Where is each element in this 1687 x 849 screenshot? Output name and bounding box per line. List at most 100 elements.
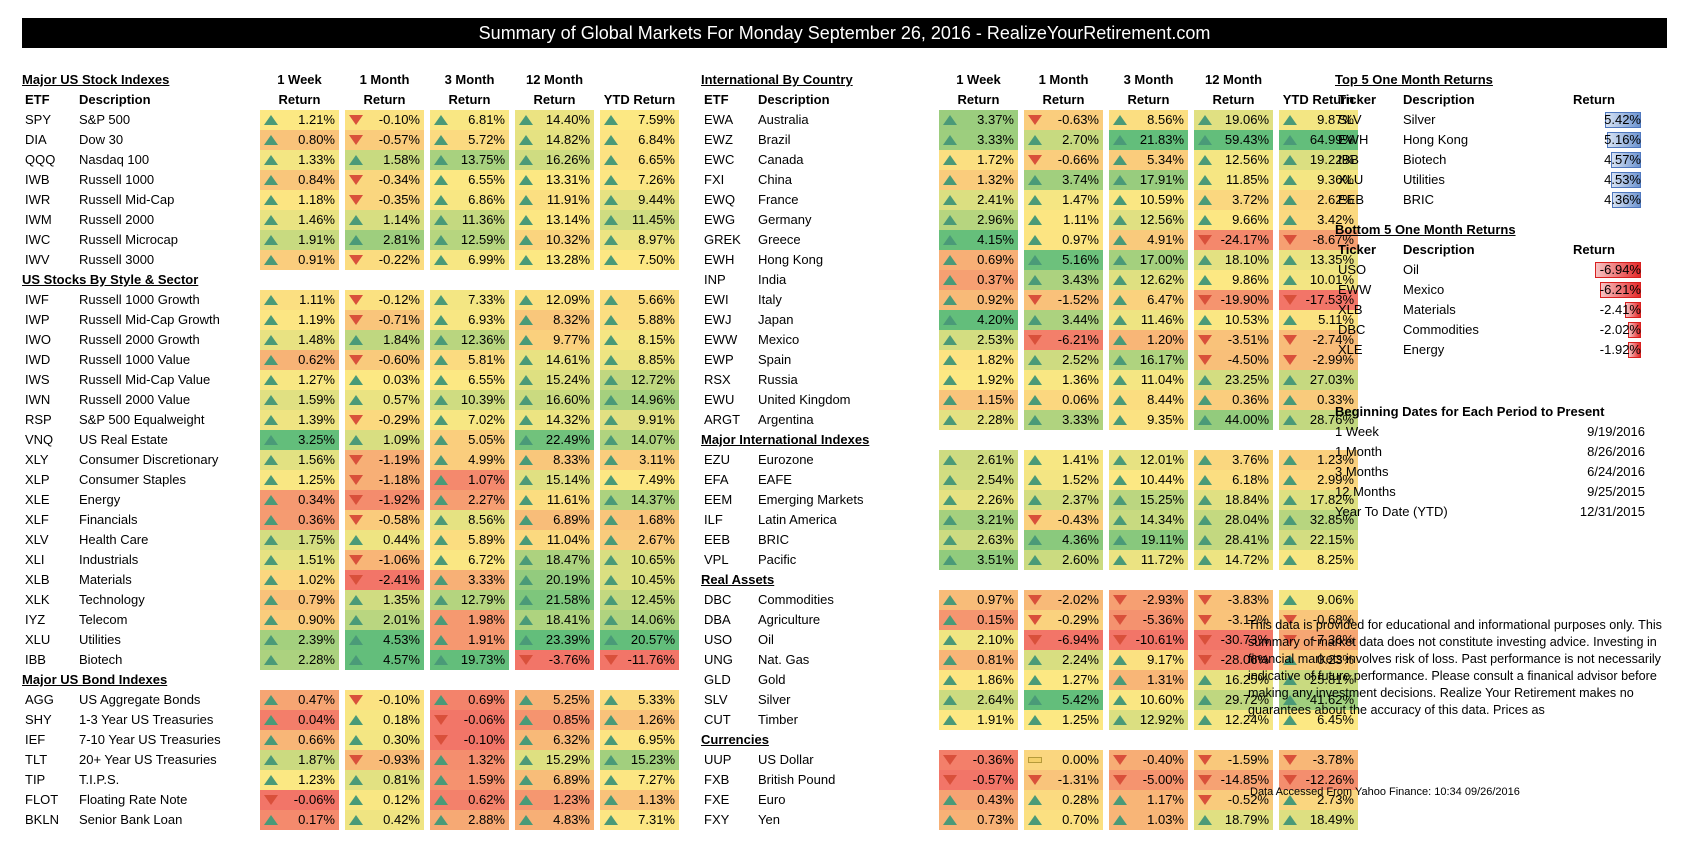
down-arrow-icon	[349, 555, 363, 565]
return-cell: 1.86%	[939, 670, 1018, 690]
return-value: -0.66%	[1057, 152, 1099, 167]
return-value: -2.02%	[1057, 592, 1099, 607]
up-arrow-icon	[434, 235, 448, 245]
down-arrow-icon	[943, 755, 957, 765]
up-arrow-icon	[604, 555, 618, 565]
return-value: 0.90%	[298, 612, 335, 627]
ticker-cell: FXE	[704, 792, 730, 807]
description-cell: China	[758, 172, 792, 187]
return-cell: 1.87%	[260, 750, 339, 770]
return-cell: 6.55%	[430, 370, 509, 390]
return-cell: 9.06%	[1279, 590, 1358, 610]
return-cell: 0.97%	[1024, 230, 1103, 250]
return-cell: 1.68%	[600, 510, 679, 530]
return-value: -0.57%	[972, 772, 1014, 787]
return-value: 1.21%	[298, 112, 335, 127]
period-date: 9/25/2015	[1587, 484, 1645, 499]
column-header: 1 Month	[1038, 72, 1089, 87]
return-cell: 1.21%	[260, 110, 339, 130]
return-cell: -0.68%	[1279, 610, 1358, 630]
up-arrow-icon	[1198, 215, 1212, 225]
return-value: 6.95%	[638, 732, 675, 747]
return-cell: -2.74%	[1279, 330, 1358, 350]
return-cell: 8.32%	[515, 310, 594, 330]
return-cell: 0.81%	[345, 770, 424, 790]
table-row: FXB British Pound -0.57% -1.31% -5.00% -14.85…	[701, 770, 1358, 790]
return-value: 23.39%	[545, 632, 590, 647]
table-row: EWP Spain 1.82% 2.52% 16.17% -4.50% -2.99%	[701, 350, 1358, 370]
up-arrow-icon	[604, 295, 618, 305]
return-cell: -0.66%	[1024, 150, 1103, 170]
return-cell: 1.19%	[260, 310, 339, 330]
return-cell: 11.85%	[1194, 170, 1273, 190]
description-cell: Russell 1000 Value	[79, 352, 191, 367]
return-cell: 5.34%	[1109, 150, 1188, 170]
up-arrow-icon	[943, 335, 957, 345]
down-arrow-icon	[604, 655, 618, 665]
section-title: Major US Bond Indexes	[22, 672, 168, 687]
up-arrow-icon	[519, 715, 533, 725]
up-arrow-icon	[1113, 695, 1127, 705]
return-cell: 2.27%	[430, 490, 509, 510]
description-cell: Spain	[758, 352, 792, 367]
return-cell: 0.90%	[260, 610, 339, 630]
return-value: 0.30%	[383, 732, 420, 747]
up-arrow-icon	[1283, 715, 1297, 725]
ticker-cell: XLE	[1338, 342, 1363, 357]
ticker-cell: IWS	[25, 372, 50, 387]
return-value: 2.62%	[1317, 192, 1354, 207]
return-value: 4.83%	[553, 812, 590, 827]
up-arrow-icon	[519, 515, 533, 525]
ticker-cell: XLB	[25, 572, 50, 587]
return-value: 19.06%	[1224, 112, 1269, 127]
return-value: 11.61%	[546, 492, 590, 507]
description-cell: Russell 3000	[79, 252, 155, 267]
return-value: 6.86%	[468, 192, 505, 207]
return-cell: 14.32%	[515, 410, 594, 430]
down-arrow-icon	[1198, 615, 1212, 625]
return-value: 16.26%	[545, 152, 590, 167]
return-value: 6.45%	[1317, 712, 1354, 727]
return-value: 3.72%	[1232, 192, 1269, 207]
ticker-cell: DBC	[704, 592, 732, 607]
table-row: ILF Latin America 3.21% -0.43% 14.34% 28.04% 3…	[701, 510, 1358, 530]
return-value: 3.74%	[1062, 172, 1099, 187]
return-cell: -11.76%	[600, 650, 679, 670]
return-value: 7.31%	[638, 812, 675, 827]
return-cell: 20.57%	[600, 630, 679, 650]
up-arrow-icon	[604, 255, 618, 265]
period-label: 3 Months	[1335, 464, 1389, 479]
return-value: 1.31%	[1147, 672, 1184, 687]
column-header: Return	[1127, 92, 1170, 107]
up-arrow-icon	[434, 535, 448, 545]
return-value: 0.23%	[1317, 652, 1354, 667]
description-cell: Silver	[1403, 112, 1436, 127]
up-arrow-icon	[264, 235, 278, 245]
return-cell: 6.84%	[600, 130, 679, 150]
description-cell: Oil	[1403, 262, 1419, 277]
return-value: -3.78%	[1312, 752, 1354, 767]
return-cell: 1.27%	[260, 370, 339, 390]
ticker-cell: DIA	[25, 132, 47, 147]
return-cell: 0.91%	[260, 250, 339, 270]
return-value: 12.59%	[460, 232, 505, 247]
return-value: 1.59%	[468, 772, 505, 787]
return-cell: 5.33%	[600, 690, 679, 710]
return-value: 6.89%	[553, 772, 590, 787]
return-cell: 3.51%	[939, 550, 1018, 570]
return-cell: -0.71%	[345, 310, 424, 330]
up-arrow-icon	[264, 115, 278, 125]
up-arrow-icon	[1283, 215, 1297, 225]
return-cell: 4.53%	[1573, 170, 1643, 190]
return-cell: 4.91%	[1109, 230, 1188, 250]
description-cell: US Dollar	[758, 752, 814, 767]
down-arrow-icon	[349, 515, 363, 525]
up-arrow-icon	[519, 155, 533, 165]
return-value: 5.72%	[468, 132, 505, 147]
ticker-cell: RSX	[704, 372, 731, 387]
return-value: 0.70%	[1062, 812, 1099, 827]
up-arrow-icon	[264, 575, 278, 585]
return-value: 1.41%	[1062, 452, 1099, 467]
return-value: 0.85%	[553, 712, 590, 727]
description-cell: Hong Kong	[1403, 132, 1469, 147]
